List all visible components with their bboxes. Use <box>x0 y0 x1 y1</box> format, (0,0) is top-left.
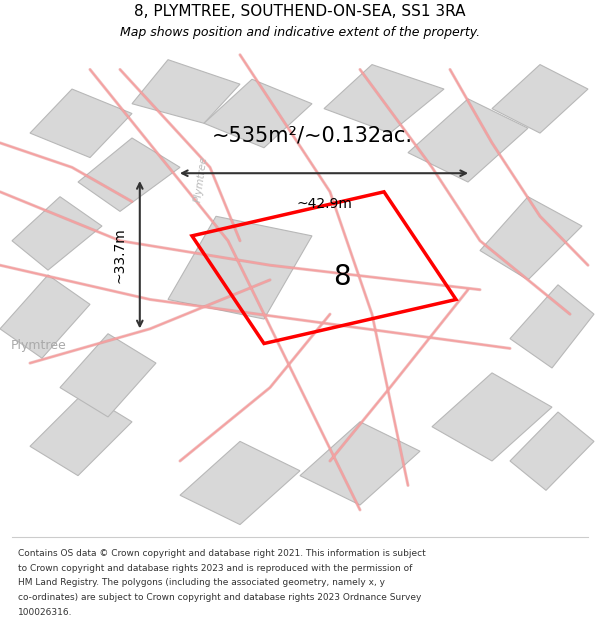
Text: ~42.9m: ~42.9m <box>296 197 352 211</box>
Text: 8, PLYMTREE, SOUTHEND-ON-SEA, SS1 3RA: 8, PLYMTREE, SOUTHEND-ON-SEA, SS1 3RA <box>134 4 466 19</box>
Polygon shape <box>0 275 90 358</box>
Text: co-ordinates) are subject to Crown copyright and database rights 2023 Ordnance S: co-ordinates) are subject to Crown copyr… <box>18 593 421 602</box>
Text: ~33.7m: ~33.7m <box>113 227 127 282</box>
Polygon shape <box>480 197 582 280</box>
Polygon shape <box>432 373 552 461</box>
Text: Contains OS data © Crown copyright and database right 2021. This information is : Contains OS data © Crown copyright and d… <box>18 549 426 558</box>
Polygon shape <box>492 64 588 133</box>
Text: 100026316.: 100026316. <box>18 608 73 617</box>
Polygon shape <box>12 197 102 270</box>
Polygon shape <box>132 59 240 123</box>
Text: 8: 8 <box>333 264 351 291</box>
Polygon shape <box>300 422 420 505</box>
Polygon shape <box>408 99 528 182</box>
Polygon shape <box>510 285 594 368</box>
Text: Map shows position and indicative extent of the property.: Map shows position and indicative extent… <box>120 26 480 39</box>
Polygon shape <box>78 138 180 211</box>
Polygon shape <box>204 79 312 148</box>
Polygon shape <box>324 64 444 133</box>
Polygon shape <box>30 89 132 158</box>
Polygon shape <box>30 392 132 476</box>
Polygon shape <box>180 441 300 524</box>
Polygon shape <box>510 412 594 491</box>
Text: to Crown copyright and database rights 2023 and is reproduced with the permissio: to Crown copyright and database rights 2… <box>18 564 412 572</box>
Polygon shape <box>60 334 156 417</box>
Text: HM Land Registry. The polygons (including the associated geometry, namely x, y: HM Land Registry. The polygons (includin… <box>18 578 385 587</box>
Polygon shape <box>168 216 312 319</box>
Text: Plymtree: Plymtree <box>193 156 209 203</box>
Text: Plymtree: Plymtree <box>11 339 67 352</box>
Text: ~535m²/~0.132ac.: ~535m²/~0.132ac. <box>212 126 413 146</box>
